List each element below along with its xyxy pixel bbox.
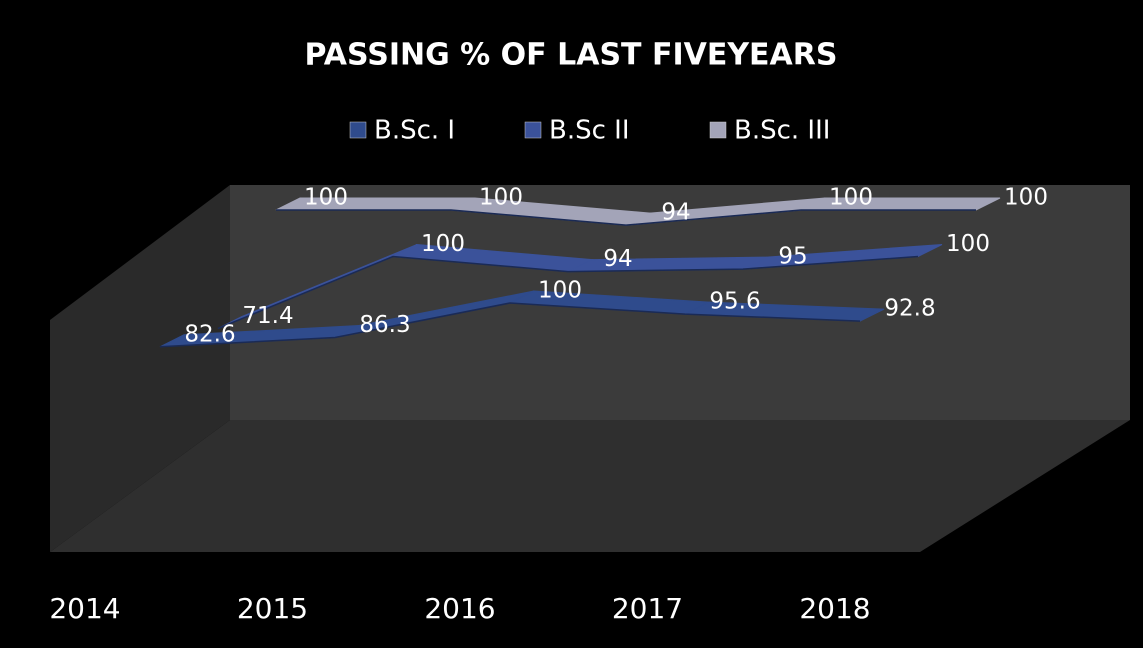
data-label: 71.4 (242, 303, 293, 329)
x-tick-label: 2018 (799, 592, 870, 625)
x-tick-label: 2014 (49, 592, 120, 625)
data-label: 95 (778, 244, 807, 270)
chart-title: PASSING % OF LAST FIVEYEARS (305, 38, 838, 73)
data-label: 92.8 (884, 296, 935, 322)
data-label: 100 (421, 231, 465, 257)
x-tick-label: 2017 (612, 592, 683, 625)
legend-label: B.Sc. I (374, 116, 455, 146)
data-label: 100 (829, 185, 873, 211)
data-label: 94 (661, 200, 690, 226)
left-wall (50, 185, 230, 552)
x-tick-label: 2015 (237, 592, 308, 625)
data-label: 100 (538, 278, 582, 304)
data-label: 100 (479, 185, 523, 211)
legend-marker (524, 121, 542, 139)
x-tick-label: 2016 (424, 592, 495, 625)
series-line (159, 302, 861, 348)
floor (50, 420, 1130, 552)
data-label: 100 (1004, 185, 1048, 211)
legend-label: B.Sc II (549, 116, 630, 146)
data-label: 82.6 (184, 321, 235, 347)
series-line (217, 255, 919, 330)
data-label: 100 (946, 231, 990, 257)
data-label: 86.3 (359, 312, 410, 338)
data-label: 95.6 (709, 289, 760, 315)
legend-marker (709, 121, 727, 139)
data-label: 100 (304, 185, 348, 211)
data-label: 94 (603, 246, 632, 272)
legend-marker (349, 121, 367, 139)
legend-label: B.Sc. III (734, 116, 830, 146)
series-line (276, 209, 976, 226)
